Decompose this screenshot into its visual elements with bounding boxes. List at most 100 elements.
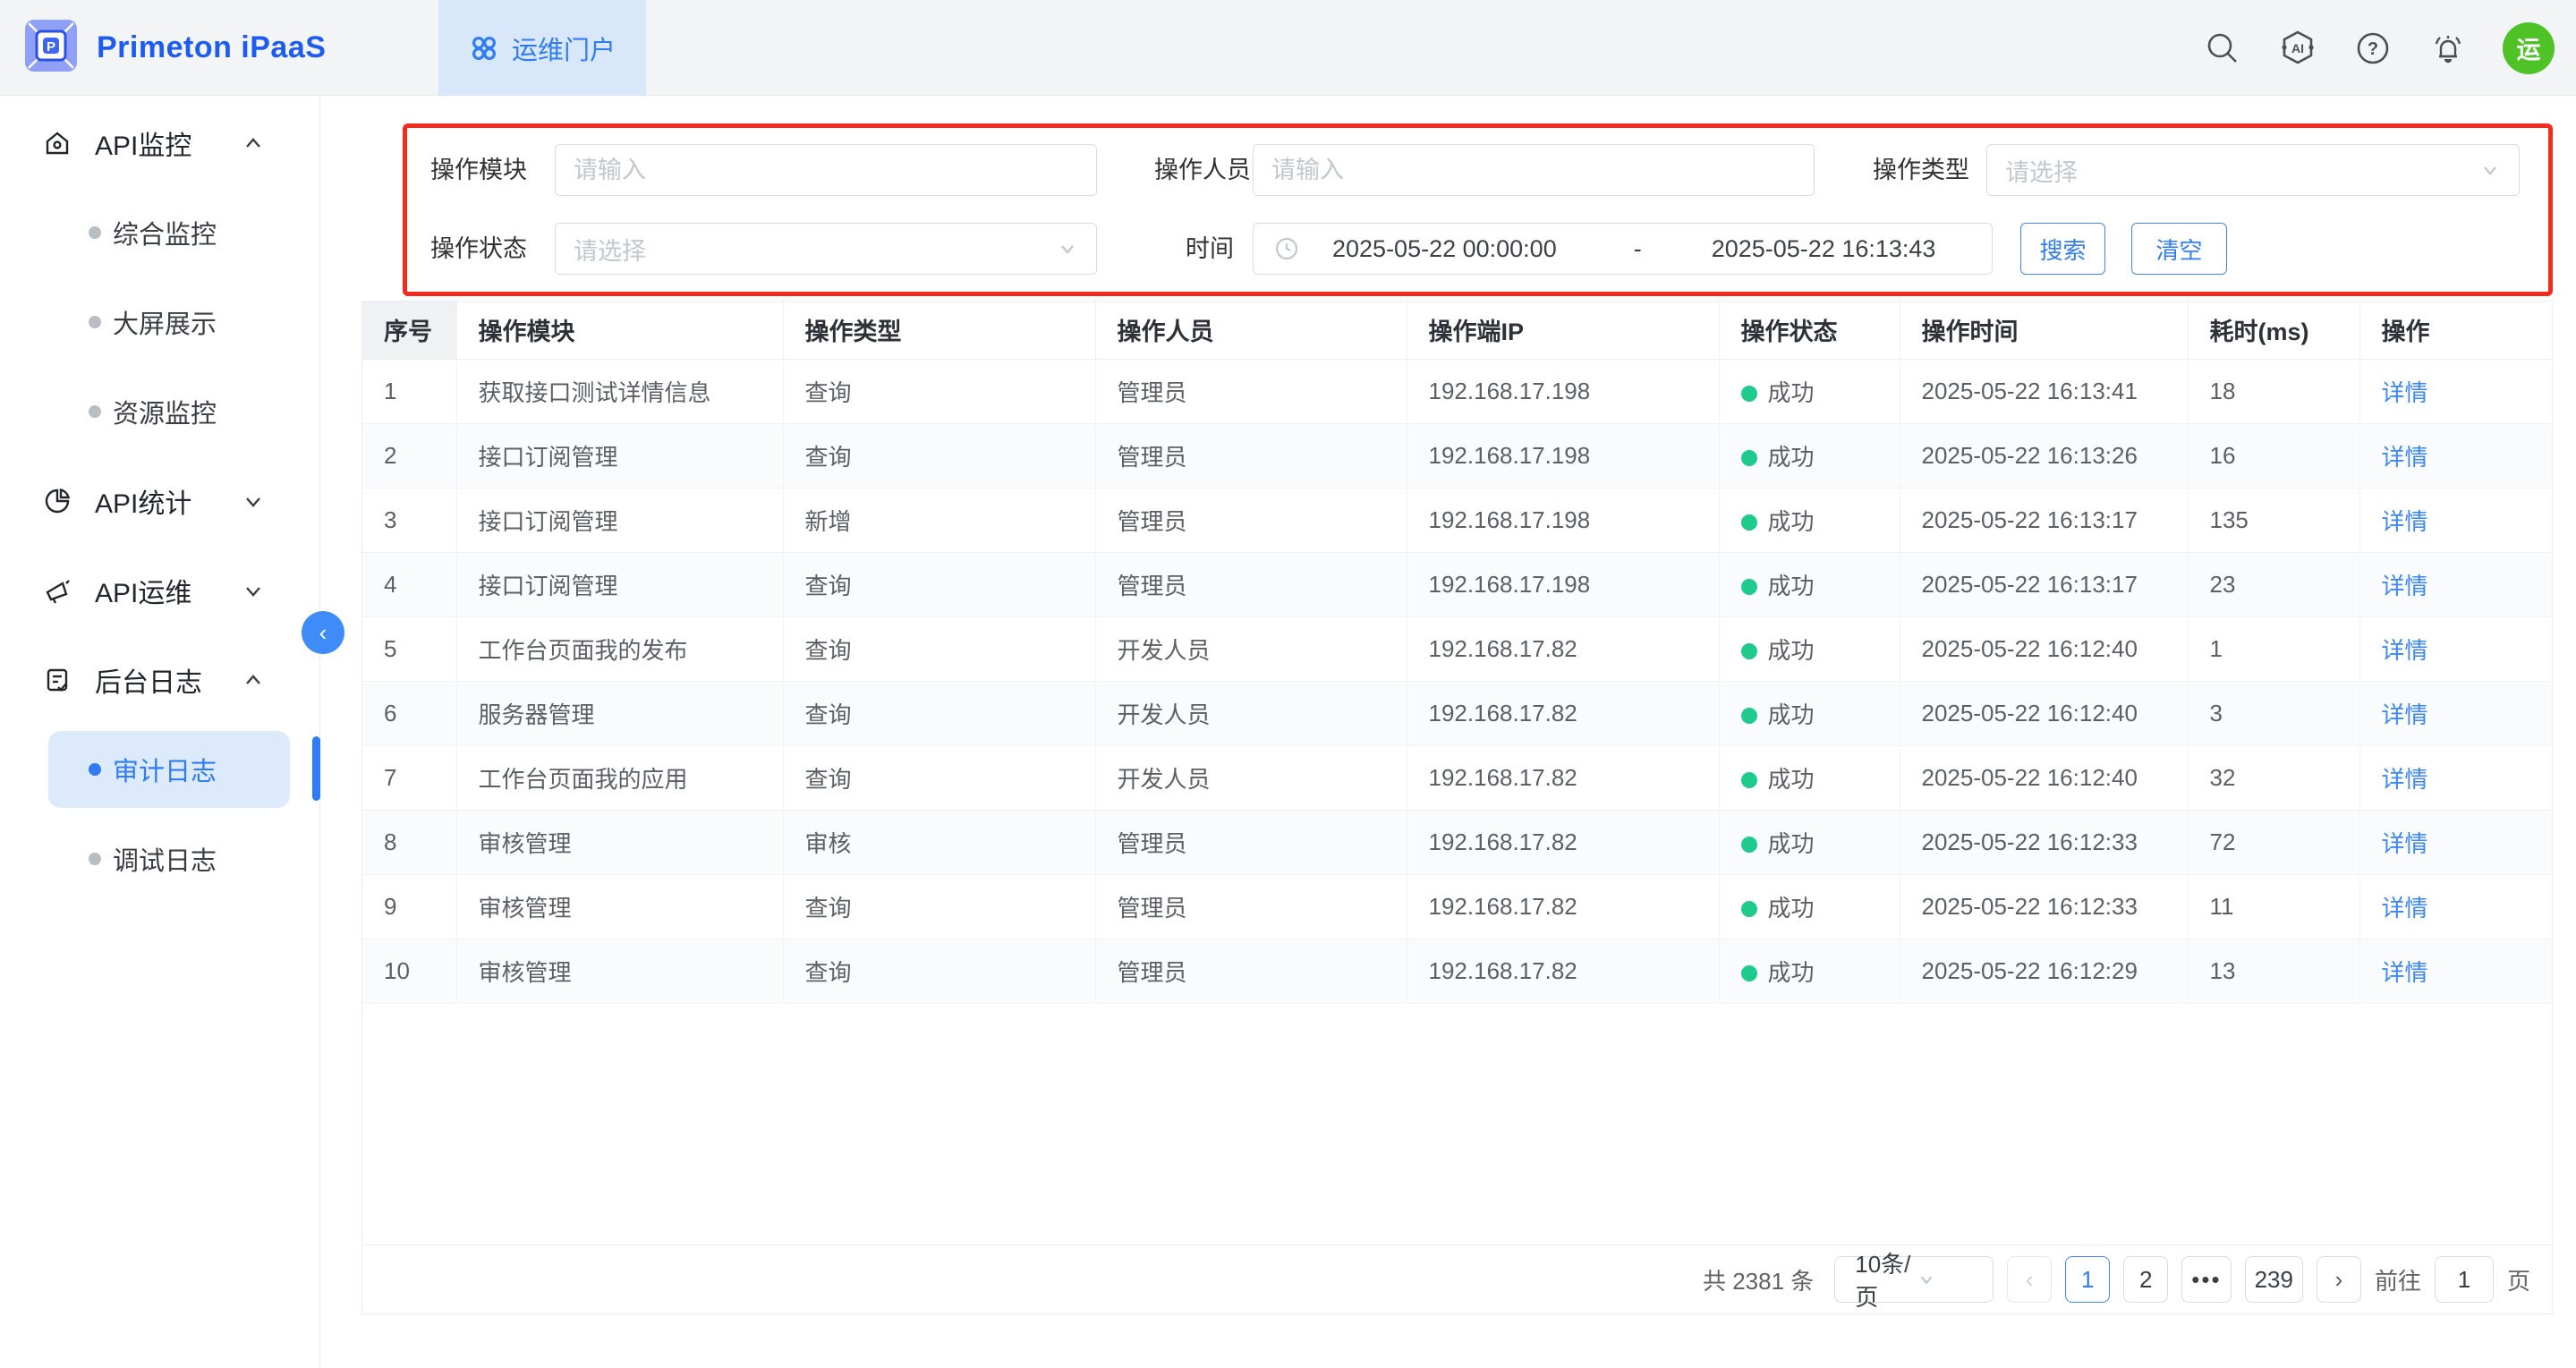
cell-action: 详情: [2359, 423, 2552, 489]
filter-type-select[interactable]: 请选择: [1986, 144, 2520, 196]
filter-module-label: 操作模块: [430, 157, 527, 183]
detail-link[interactable]: 详情: [2381, 378, 2428, 406]
cell-status: 成功: [1719, 359, 1900, 424]
cell-index: 6: [362, 681, 457, 746]
page-button-2[interactable]: 2: [2123, 1256, 2169, 1303]
cell-duration: 18: [2188, 359, 2360, 424]
cell-index: 8: [362, 810, 457, 875]
sidebar-item-api-ops[interactable]: API运维: [0, 546, 319, 635]
detail-link[interactable]: 详情: [2381, 572, 2428, 599]
notification-bell-icon[interactable]: [2427, 28, 2469, 69]
cell-type: 查询: [783, 681, 1096, 746]
bullet-dot: [89, 226, 101, 239]
detail-link[interactable]: 详情: [2381, 701, 2428, 728]
log-document-icon: [43, 666, 72, 694]
cell-type: 查询: [783, 616, 1096, 682]
page-button-1[interactable]: 1: [2065, 1256, 2111, 1303]
status-dot: [1740, 707, 1757, 724]
goto-page-input[interactable]: [2434, 1256, 2494, 1303]
cell-operator: 管理员: [1095, 939, 1407, 1004]
cell-status: 成功: [1719, 488, 1900, 553]
cell-module: 服务器管理: [456, 681, 784, 746]
home-icon: [43, 129, 72, 157]
cell-time: 2025-05-22 16:13:41: [1900, 359, 2189, 424]
pagination-bar: 共 2381 条 10条/页 ‹ 12 ••• 239 › 前往 页: [362, 1245, 2552, 1313]
cell-action: 详情: [2359, 939, 2552, 1004]
cell-ip: 192.168.17.82: [1407, 810, 1720, 875]
sidebar-item-backend-logs[interactable]: 后台日志: [0, 635, 319, 725]
pie-chart-icon: [43, 487, 72, 515]
status-dot: [1740, 964, 1757, 981]
status-text: 成功: [1767, 507, 1815, 535]
cell-time: 2025-05-22 16:12:33: [1900, 874, 2189, 939]
table-row: 10 审核管理 查询 管理员 192.168.17.82 成功 2025-05-…: [362, 939, 2552, 1004]
brand: P Primeton iPaaS: [0, 18, 326, 78]
brand-title: Primeton iPaaS: [97, 30, 327, 64]
detail-link[interactable]: 详情: [2381, 507, 2428, 535]
page-button-239[interactable]: 239: [2244, 1256, 2303, 1303]
cell-duration: 32: [2188, 745, 2360, 811]
sidebar-item-api-statistics[interactable]: API统计: [0, 456, 319, 546]
cell-type: 查询: [783, 939, 1096, 1004]
cell-type: 查询: [783, 745, 1096, 811]
status-text: 成功: [1767, 572, 1815, 599]
cell-module: 获取接口测试详情信息: [456, 359, 784, 424]
chevron-down-icon: [1917, 1270, 1978, 1289]
page-size-select[interactable]: 10条/页: [1834, 1251, 1994, 1311]
cell-time: 2025-05-22 16:12:29: [1900, 939, 2189, 1004]
clear-button[interactable]: 清空: [2131, 223, 2227, 275]
detail-link[interactable]: 详情: [2381, 894, 2428, 922]
svg-text:?: ?: [2368, 39, 2378, 59]
cell-operator: 管理员: [1095, 552, 1407, 617]
cell-duration: 13: [2188, 939, 2360, 1004]
goto-label: 前往: [2374, 1267, 2421, 1295]
detail-link[interactable]: 详情: [2381, 958, 2428, 986]
cell-type: 查询: [783, 423, 1096, 489]
filter-module-input[interactable]: [555, 144, 1097, 196]
tab-ops-portal[interactable]: 运维门户: [438, 0, 646, 96]
col-header-duration: 耗时(ms): [2188, 302, 2360, 360]
filter-status-select[interactable]: 请选择: [555, 223, 1097, 275]
filter-time-range[interactable]: 2025-05-22 00:00:00 - 2025-05-22 16:13:4…: [1253, 223, 1993, 275]
cell-index: 4: [362, 552, 457, 617]
sidebar-item-api-monitor[interactable]: API监控: [0, 98, 319, 188]
table-header-row: 序号 操作模块 操作类型 操作人员 操作端IP 操作状态 操作时间 耗时(ms)…: [362, 302, 2552, 360]
sidebar-item-resource-monitor[interactable]: 资源监控: [0, 367, 319, 456]
cell-action: 详情: [2359, 616, 2552, 682]
cell-duration: 72: [2188, 810, 2360, 875]
cell-duration: 23: [2188, 552, 2360, 617]
search-icon[interactable]: [2202, 28, 2243, 69]
col-header-time: 操作时间: [1900, 302, 2189, 360]
prev-page-button[interactable]: ‹: [2007, 1256, 2053, 1303]
next-page-button[interactable]: ›: [2316, 1256, 2361, 1303]
ai-assistant-icon[interactable]: AI: [2277, 28, 2318, 69]
detail-link[interactable]: 详情: [2381, 636, 2428, 664]
avatar[interactable]: 运: [2503, 21, 2555, 74]
detail-link[interactable]: 详情: [2381, 443, 2428, 471]
table-row: 2 接口订阅管理 查询 管理员 192.168.17.198 成功 2025-0…: [362, 423, 2552, 489]
cell-index: 5: [362, 616, 457, 682]
sidebar-item-debug-log[interactable]: 调试日志: [0, 814, 319, 904]
sidebar-item-overall-monitor[interactable]: 综合监控: [0, 188, 319, 277]
svg-text:P: P: [47, 39, 55, 55]
detail-link[interactable]: 详情: [2381, 829, 2428, 857]
page-ellipsis-button[interactable]: •••: [2181, 1256, 2232, 1303]
sidebar: API监控 综合监控 大屏展示 资源监控 API统计: [0, 96, 320, 1368]
cell-action: 详情: [2359, 745, 2552, 811]
sidebar-item-big-screen[interactable]: 大屏展示: [0, 277, 319, 367]
cell-type: 新增: [783, 488, 1096, 553]
help-icon[interactable]: ?: [2352, 28, 2393, 69]
detail-link[interactable]: 详情: [2381, 765, 2428, 793]
sidebar-collapse-button[interactable]: ‹: [302, 611, 344, 654]
table-row: 8 审核管理 审核 管理员 192.168.17.82 成功 2025-05-2…: [362, 810, 2552, 875]
filter-operator-input[interactable]: [1253, 144, 1815, 196]
sidebar-item-audit-log[interactable]: 审计日志: [0, 725, 319, 814]
cell-time: 2025-05-22 16:12:33: [1900, 810, 2189, 875]
cell-duration: 3: [2188, 681, 2360, 746]
chevron-left-icon: ‹: [319, 618, 327, 646]
search-button[interactable]: 搜索: [2020, 223, 2105, 275]
portal-tab-label: 运维门户: [511, 36, 616, 65]
cell-index: 10: [362, 939, 457, 1004]
col-header-module: 操作模块: [456, 302, 784, 360]
cell-time: 2025-05-22 16:13:17: [1900, 488, 2189, 553]
